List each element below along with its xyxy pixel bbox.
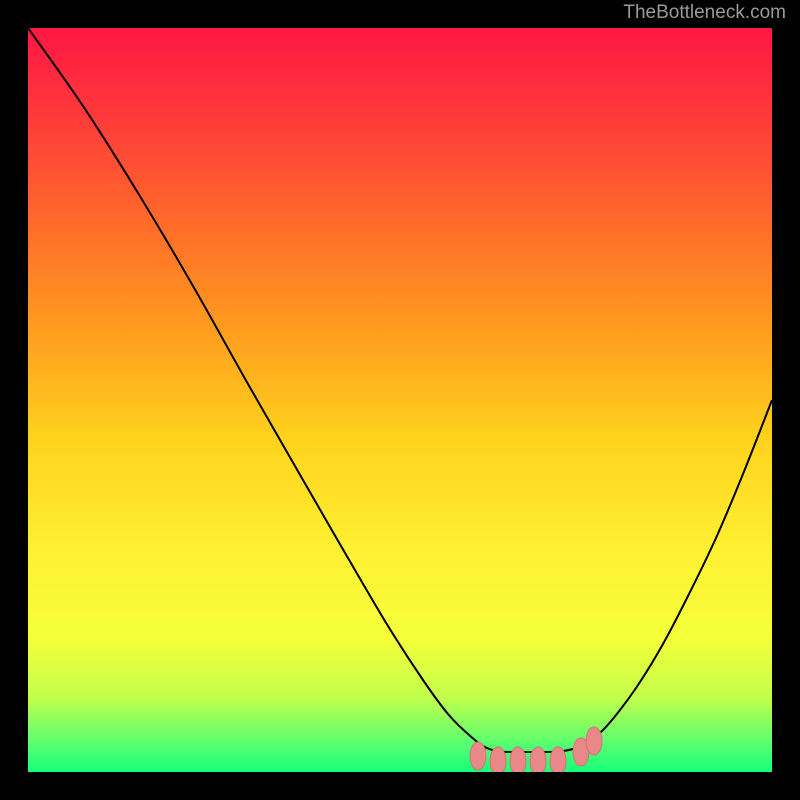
optimal-marker bbox=[510, 747, 526, 772]
optimal-marker bbox=[470, 742, 486, 770]
optimal-marker bbox=[586, 727, 602, 755]
optimal-marker bbox=[550, 747, 566, 772]
optimal-marker bbox=[530, 747, 546, 772]
optimal-markers bbox=[28, 28, 772, 772]
optimal-marker bbox=[490, 747, 506, 772]
attribution-text: TheBottleneck.com bbox=[623, 2, 786, 24]
chart-plot-area bbox=[28, 28, 772, 772]
